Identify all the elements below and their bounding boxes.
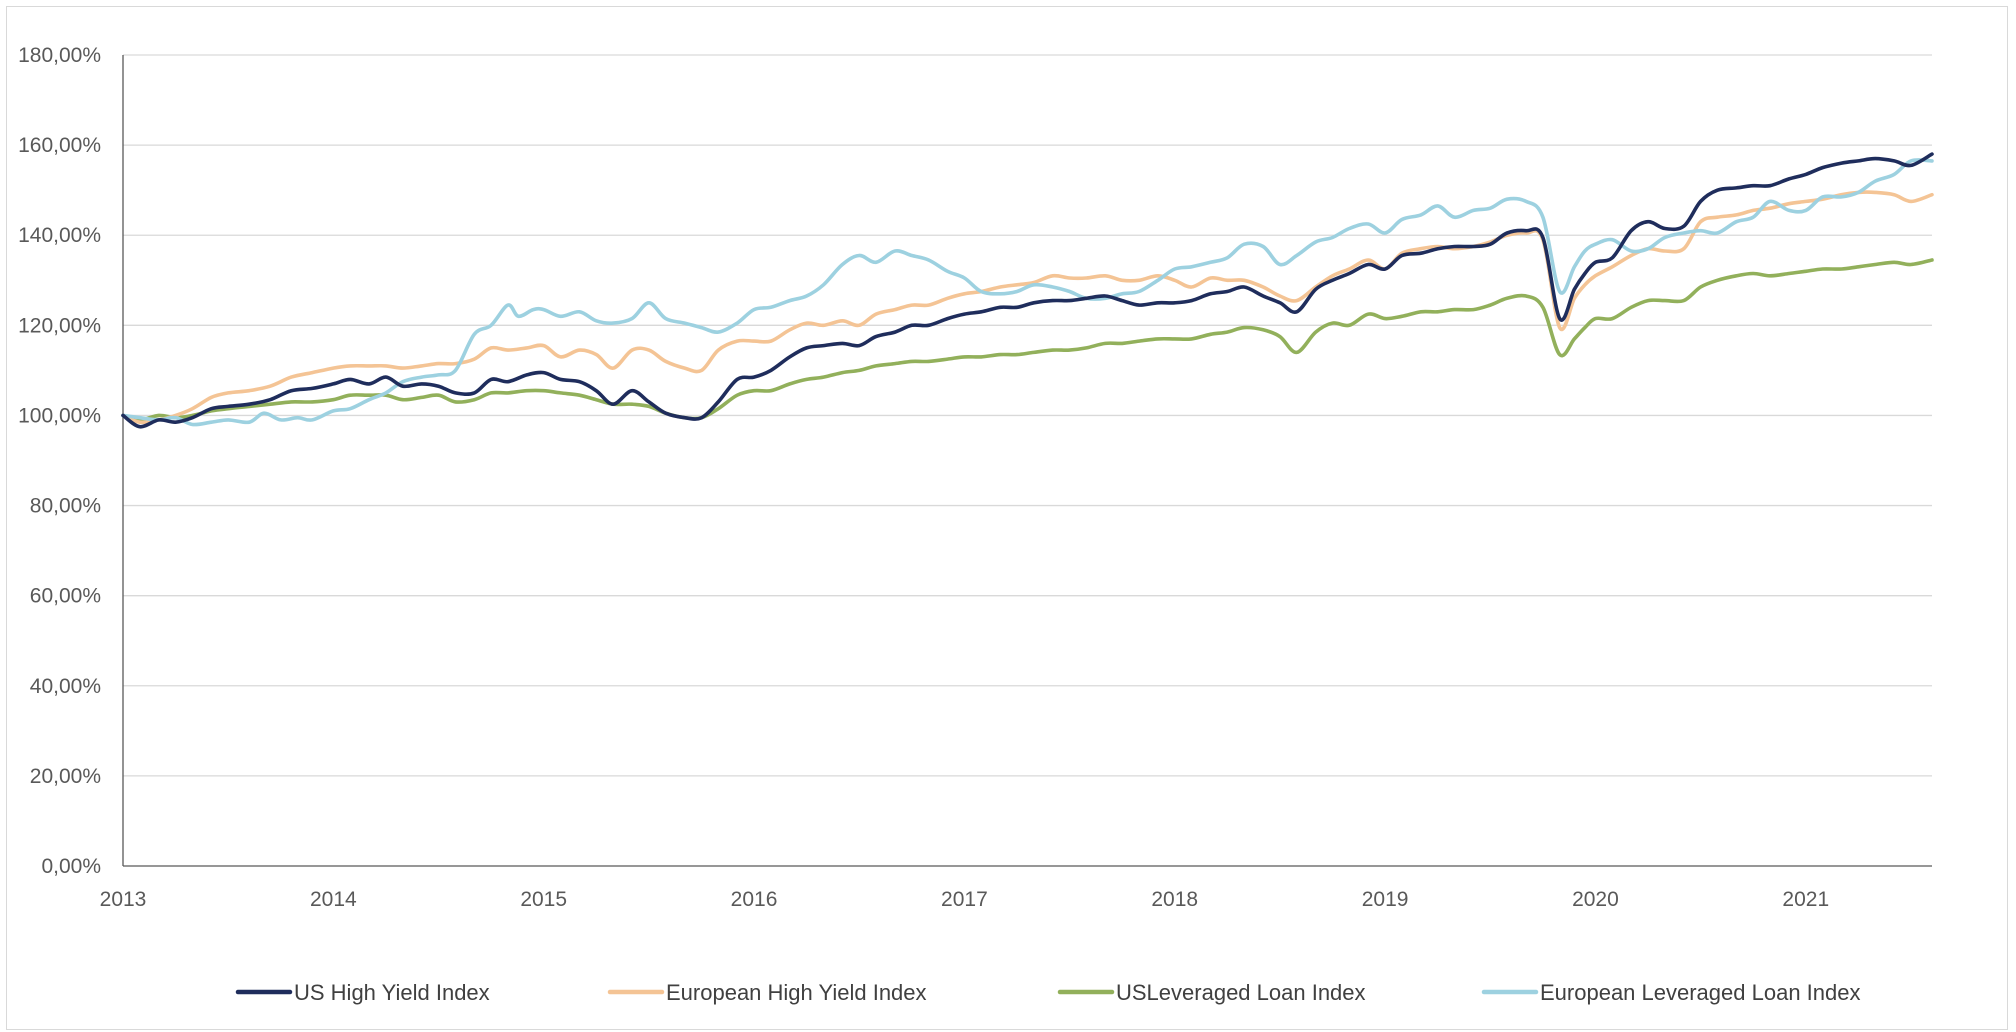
y-tick-label: 160,00%	[18, 134, 101, 157]
y-tick-label: 180,00%	[18, 44, 101, 67]
axes: 0,00% 20,00% 40,00% 60,00% 80,00% 100,00% 120,…	[18, 44, 1932, 911]
y-tick-label: 60,00%	[30, 585, 101, 608]
x-tick-label: 2016	[731, 888, 778, 911]
legend-label-european-high-yield-index: European High Yield Index	[666, 980, 927, 1005]
legend-label-usleveraged-loan-index: USLeveraged Loan Index	[1116, 980, 1366, 1005]
legend-label-european-leveraged-loan-index: European Leveraged Loan Index	[1540, 980, 1860, 1005]
y-tick-label: 0,00%	[41, 855, 101, 878]
x-tick-label: 2013	[100, 888, 147, 911]
series-lines	[121, 152, 1934, 429]
x-tick-label: 2019	[1362, 888, 1409, 911]
y-tick-label: 140,00%	[18, 224, 101, 247]
y-tick-label: 80,00%	[30, 495, 101, 518]
y-tick-label: 20,00%	[30, 765, 101, 788]
y-tick-label: 40,00%	[30, 675, 101, 698]
x-tick-label: 2021	[1782, 888, 1829, 911]
y-tick-label: 120,00%	[18, 314, 101, 337]
legend-label-us-high-yield-index: US High Yield Index	[294, 980, 490, 1005]
series-line-european-leveraged-loan-index	[121, 158, 1934, 427]
chart-frame	[6, 6, 2008, 1030]
x-tick-label: 2018	[1151, 888, 1198, 911]
legend: US High Yield Index European High Yield I…	[235, 980, 1860, 1005]
x-tick-label: 2015	[520, 888, 567, 911]
x-tick-label: 2017	[941, 888, 988, 911]
y-tick-label: 100,00%	[18, 404, 101, 427]
series-line-us-high-yield-index	[121, 152, 1934, 429]
x-tick-label: 2020	[1572, 888, 1619, 911]
series-line-usleveraged-loan-index	[121, 258, 1934, 422]
series-line-european-high-yield-index	[121, 190, 1934, 425]
gridlines	[123, 54, 1932, 777]
x-tick-label: 2014	[310, 888, 357, 911]
